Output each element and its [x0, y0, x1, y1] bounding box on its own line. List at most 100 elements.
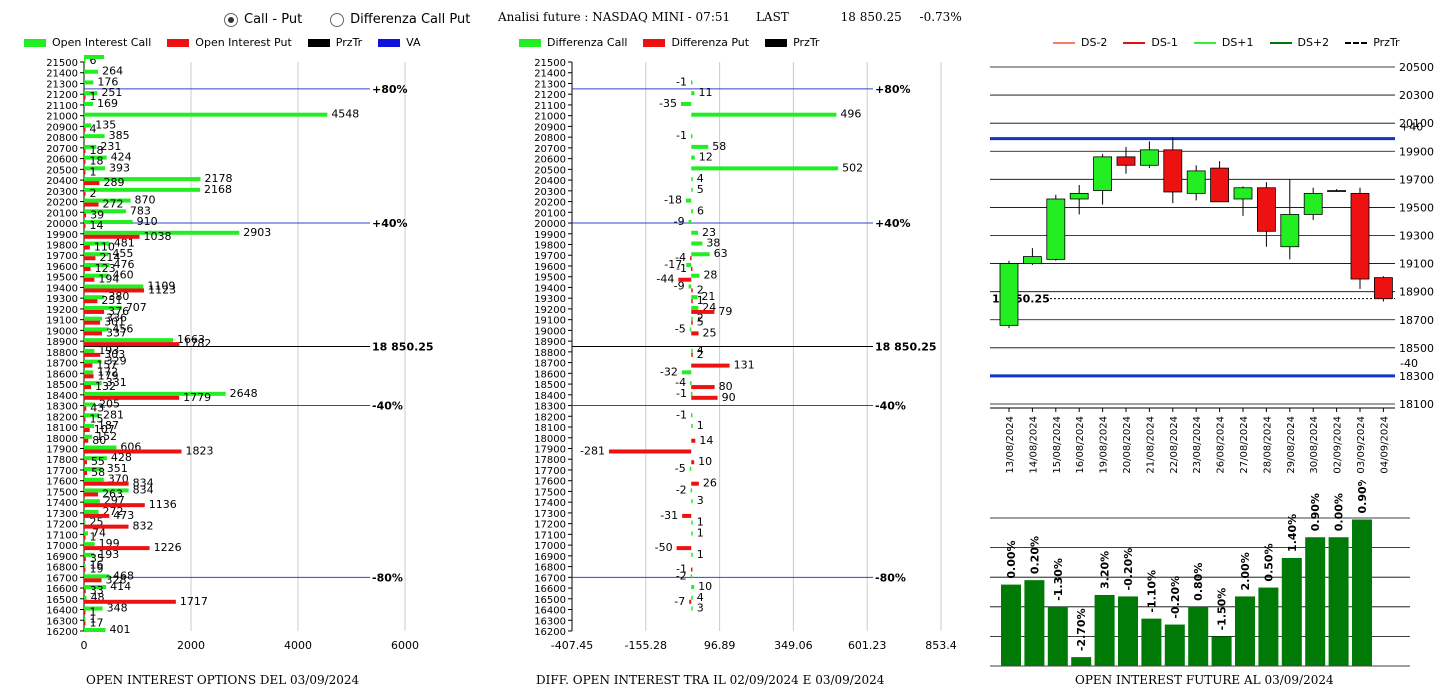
y-tick-label: 18000	[46, 434, 78, 445]
put-bar	[84, 438, 89, 443]
call-bar	[691, 155, 695, 160]
bar-value-label: 496	[840, 108, 861, 121]
bar-value-label: 380	[108, 290, 129, 303]
call-bar	[685, 198, 692, 203]
call-bar	[84, 101, 94, 106]
x-tick-label: 29/08/2024	[1286, 416, 1297, 474]
x-tick-label: 22/08/2024	[1169, 416, 1180, 474]
call-bar	[84, 327, 109, 332]
bar-value-label: 107	[94, 423, 115, 436]
call-bar	[681, 101, 692, 106]
oi-bar-label: 1.40%	[1286, 514, 1299, 552]
legend-swatch	[1123, 41, 1146, 44]
candle-up	[1093, 156, 1112, 191]
bar-value-label: 2	[90, 187, 97, 200]
call-bar	[691, 585, 695, 590]
bar-value-label: 834	[133, 483, 154, 496]
y-tick-label: 20400	[534, 176, 566, 187]
y-tick-label: 19900	[1399, 145, 1434, 158]
call-bar	[690, 80, 693, 85]
bar-value-label: -31	[660, 509, 678, 522]
bar-value-label: 1782	[183, 337, 211, 350]
bar-value-label: -7	[674, 595, 685, 608]
y-tick-label: 18700	[46, 359, 78, 370]
bar-value-label: 1226	[154, 541, 182, 554]
bar-value-label: 6	[90, 55, 97, 67]
candle-up	[1139, 149, 1159, 166]
y-tick-label: 16700	[46, 573, 78, 584]
bar-value-label: 281	[103, 408, 124, 421]
call-bar	[84, 91, 98, 96]
y-tick-label: 21100	[534, 101, 566, 112]
y-tick-label: 20900	[534, 122, 566, 133]
legend-swatch	[167, 38, 190, 47]
call-bar	[84, 520, 86, 525]
bar-value-label: -32	[660, 365, 678, 378]
oi-bar	[1352, 519, 1372, 666]
oi-bar-label: 2.00%	[1239, 552, 1252, 590]
y-tick-label: 21300	[534, 79, 566, 90]
bar-value-label: 424	[111, 151, 132, 164]
put-bar	[84, 417, 86, 422]
call-bar	[84, 134, 105, 139]
y-tick-label: 17400	[534, 498, 566, 509]
bar-value-label: 152	[96, 430, 117, 443]
bar-value-label: 393	[109, 161, 130, 174]
legend-item: PrzTr	[1345, 36, 1400, 49]
y-tick-label: 21200	[534, 90, 566, 101]
oi-bar-label: -0.20%	[1169, 576, 1182, 619]
radio-call-put[interactable]	[224, 12, 238, 27]
legend-swatch	[378, 38, 401, 47]
call-bar	[84, 220, 133, 225]
bar-value-label: 33	[90, 584, 104, 597]
put-bar	[84, 428, 90, 433]
y-tick-label: 17300	[46, 509, 78, 520]
legend-swatch	[1053, 41, 1075, 44]
bar-value-label: 43	[90, 402, 104, 415]
bar-value-label: 832	[133, 520, 154, 533]
y-tick-label: 19100	[46, 316, 78, 327]
y-tick-label: 21400	[46, 69, 78, 80]
put-bar	[691, 481, 699, 486]
bar-value-label: 2648	[230, 387, 258, 400]
bar-value-label: 2	[697, 312, 704, 325]
legend-swatch	[1269, 41, 1292, 44]
bar-value-label: 15	[90, 412, 104, 425]
bar-value-label: 1779	[183, 391, 211, 404]
y-tick-label: 16600	[534, 584, 566, 595]
bar-value-label: 414	[110, 580, 131, 593]
bar-value-label: 4	[697, 172, 704, 185]
call-bar	[84, 198, 131, 203]
candle-down	[1163, 149, 1183, 193]
y-tick-label: 16500	[46, 595, 78, 606]
legend-item: DS-1	[1123, 36, 1178, 49]
bar-value-label: 214	[99, 251, 120, 264]
y-tick-label: 16200	[46, 627, 78, 638]
y-tick-label: 18300	[534, 402, 566, 413]
radio-diff-call-put[interactable]	[330, 12, 345, 27]
y-tick-label: 17300	[534, 509, 566, 520]
bar-value-label: 1823	[186, 444, 214, 457]
legend-label: Differenza Call	[547, 36, 628, 49]
y-tick-label: 18800	[46, 348, 78, 359]
y-tick-label: 19700	[534, 251, 566, 262]
bar-value-label: 12	[699, 151, 713, 164]
bar-value-label: 2903	[243, 226, 271, 239]
y-tick-label: 20700	[46, 144, 78, 155]
put-bar	[84, 524, 129, 529]
bar-value-label: 481	[114, 237, 135, 250]
call-bar	[84, 563, 86, 568]
put-bar	[84, 470, 88, 475]
y-tick-label: 19800	[534, 241, 566, 252]
call-bar	[691, 531, 693, 536]
put-bar	[84, 342, 180, 347]
put-bar	[84, 374, 94, 379]
y-tick-label: 16300	[46, 616, 78, 627]
bar-value-label: 1123	[148, 283, 176, 296]
bar-value-label: 4	[697, 344, 704, 357]
put-bar	[691, 288, 693, 293]
bar-value-label: 303	[104, 348, 125, 361]
oi-bar-label: 0.90%	[1309, 493, 1322, 531]
y-tick-label: 20900	[46, 122, 78, 133]
bar-value-label: 23	[702, 226, 716, 239]
